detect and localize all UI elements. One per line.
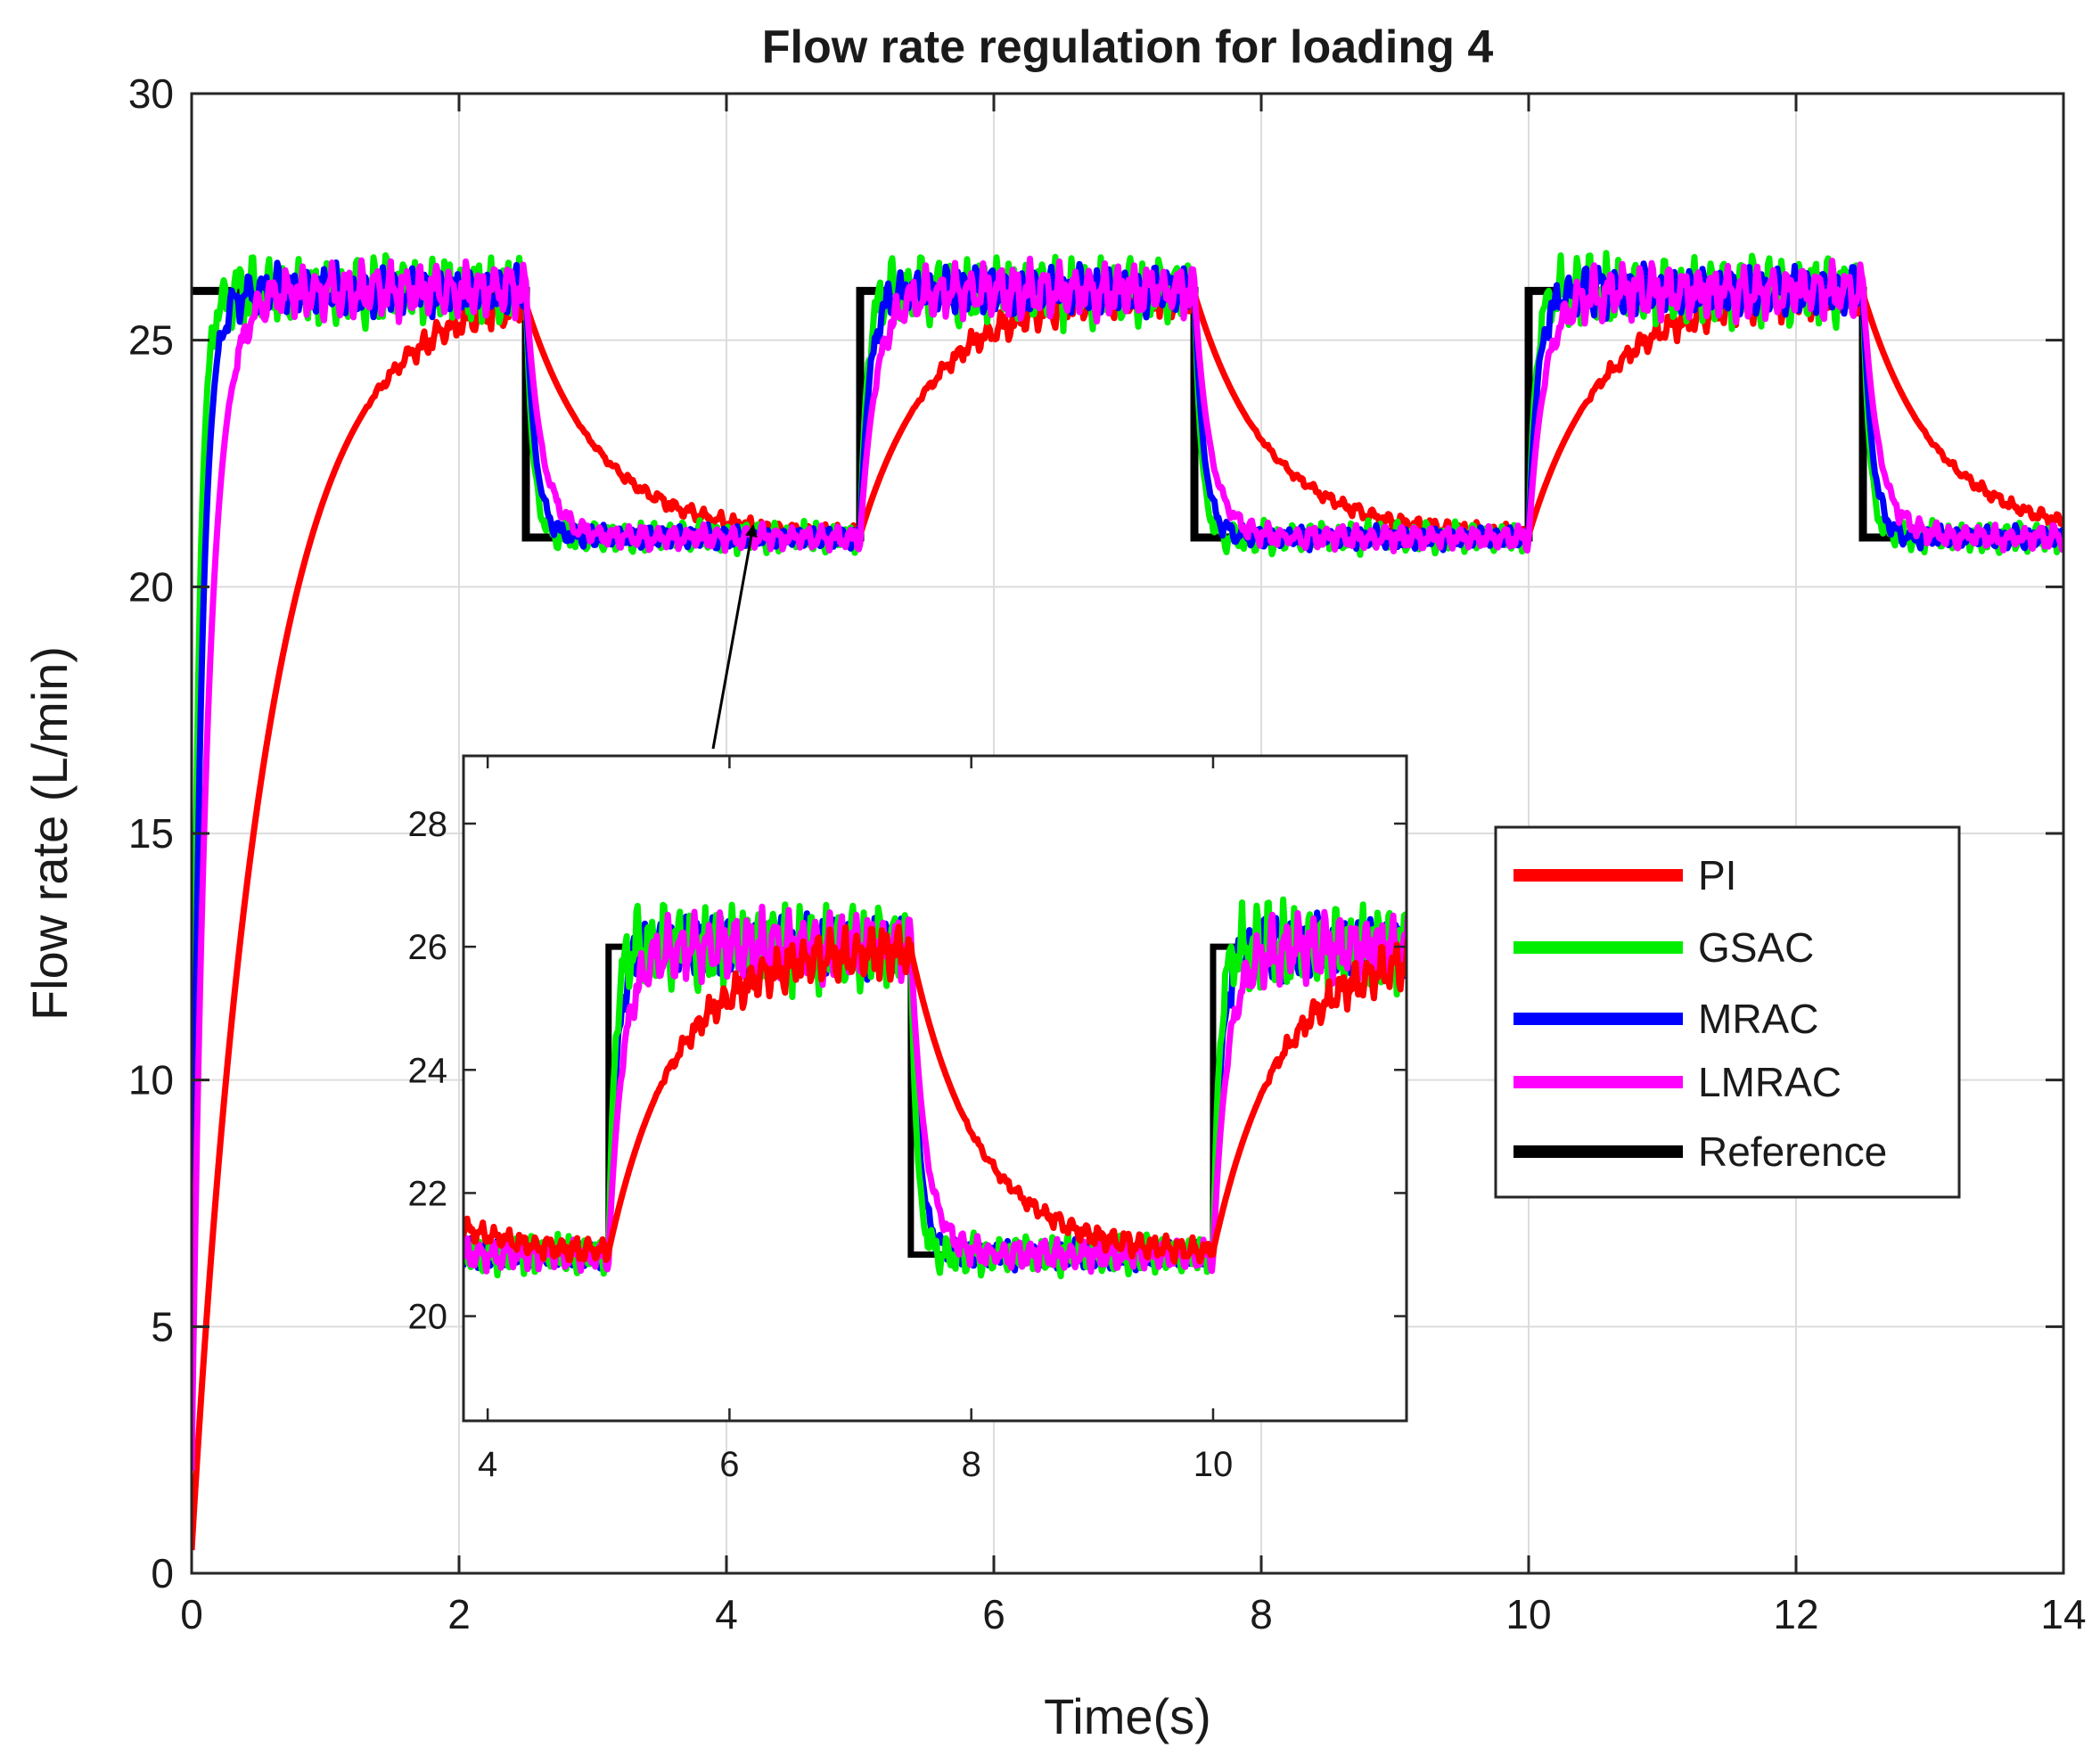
inset-series-line-reference <box>463 943 1407 1258</box>
y-tick-label-15: 15 <box>128 810 174 857</box>
inset-series-line-lmrac <box>463 903 1407 1276</box>
zoom-arrow <box>711 524 758 750</box>
inset-y-tick-label-28: 28 <box>408 805 448 844</box>
legend-label-gsac: GSAC <box>1698 924 1814 971</box>
x-tick-label-14: 14 <box>2040 1591 2086 1637</box>
y-tick-label-30: 30 <box>128 70 174 117</box>
x-tick-label-12: 12 <box>1773 1591 1818 1637</box>
inset-x-tick-label-10: 10 <box>1194 1445 1234 1484</box>
inset-x-tick-label-8: 8 <box>962 1445 981 1484</box>
inset-y-tick-label-20: 20 <box>408 1298 448 1337</box>
inset-axes-box <box>462 754 1408 1423</box>
legend-label-mrac: MRAC <box>1698 996 1818 1042</box>
legend-label-lmrac: LMRAC <box>1698 1059 1842 1105</box>
y-tick-label-0: 0 <box>151 1550 174 1596</box>
y-tick-label-25: 25 <box>128 317 174 364</box>
inset-y-tick-label-26: 26 <box>408 928 448 967</box>
inset-plot-lines <box>463 896 1407 1280</box>
y-tick-label-20: 20 <box>128 563 174 610</box>
x-tick-label-4: 4 <box>715 1591 738 1637</box>
y-tick-label-5: 5 <box>151 1303 174 1350</box>
inset-y-tick-label-24: 24 <box>408 1051 448 1090</box>
inset-x-tick-label-4: 4 <box>478 1445 497 1484</box>
y-axis-label: Flow rate (L/min) <box>21 646 78 1021</box>
legend: PI GSAC MRAC LMRAC Reference <box>1494 825 1961 1199</box>
x-tick-label-2: 2 <box>447 1591 471 1637</box>
inset-x-tick-label-6: 6 <box>719 1445 739 1484</box>
chart-title: Flow rate regulation for loading 4 <box>762 21 1494 73</box>
y-tick-label-10: 10 <box>128 1057 174 1104</box>
series-line-lmrac <box>192 255 2063 1472</box>
x-tick-label-6: 6 <box>982 1591 1005 1637</box>
x-tick-label-10: 10 <box>1505 1591 1551 1637</box>
inset-y-tick-label-22: 22 <box>408 1174 448 1213</box>
x-tick-label-8: 8 <box>1250 1591 1273 1637</box>
main-plot-lines <box>192 250 2063 1551</box>
inset-series-line-pi <box>463 923 1407 1265</box>
legend-label-pi: PI <box>1698 852 1736 898</box>
legend-label-reference: Reference <box>1698 1128 1887 1175</box>
inset-ticks: 4 6 8 10 20 22 24 26 28 <box>408 756 1407 1484</box>
x-axis-label: Time(s) <box>1044 1688 1211 1744</box>
x-tick-label-0: 0 <box>180 1591 203 1637</box>
legend-box <box>1494 825 1961 1199</box>
